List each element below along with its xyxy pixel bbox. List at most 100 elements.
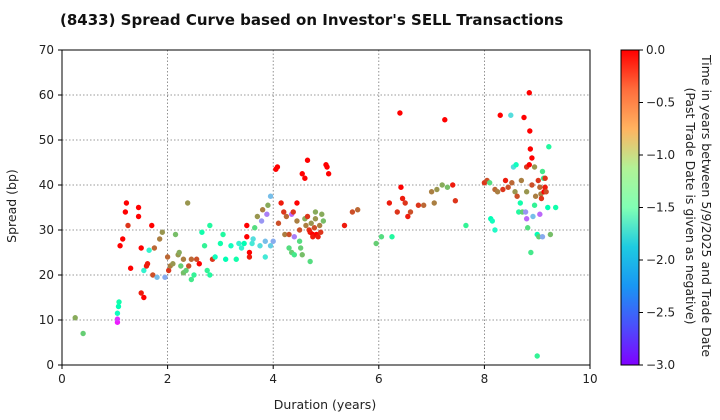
data-point (252, 225, 258, 231)
data-point (312, 209, 319, 215)
data-point (318, 229, 324, 235)
data-point (530, 213, 536, 220)
data-point (539, 168, 546, 175)
data-point (165, 267, 172, 274)
data-point (304, 213, 311, 220)
data-point (538, 195, 545, 202)
data-point (72, 315, 78, 321)
colorbar-label-line1: Time in years between 5/9/2025 and Trade… (699, 54, 714, 357)
data-point (341, 222, 348, 229)
y-tick-label: 70 (39, 43, 54, 57)
data-point (162, 274, 168, 280)
x-tick-label: 8 (481, 372, 489, 386)
data-point (207, 272, 213, 278)
data-point (246, 254, 253, 260)
data-point (297, 245, 304, 251)
data-point (116, 299, 122, 305)
data-point (399, 195, 406, 202)
data-point (296, 238, 303, 244)
data-point (144, 261, 151, 267)
data-point (159, 229, 166, 235)
data-point (254, 213, 261, 220)
data-point (222, 256, 229, 262)
data-point (294, 200, 300, 206)
data-point (282, 231, 288, 238)
data-point (275, 220, 282, 226)
data-point (319, 211, 325, 217)
data-point (150, 272, 156, 278)
data-point (402, 200, 408, 206)
data-point (188, 276, 195, 283)
data-point (497, 112, 503, 118)
data-point (420, 202, 427, 208)
colorbar-tick-label: 0.0 (646, 43, 665, 57)
data-point (267, 243, 274, 249)
data-point (244, 234, 250, 240)
data-point (354, 207, 361, 213)
plot-area (61, 49, 591, 366)
colorbar-ticks: 0.0 −0.5 −1.0 −1.5 −2.0 −2.5 −3.0 (639, 43, 675, 372)
data-point (228, 243, 234, 249)
data-point (183, 267, 189, 274)
y-axis-label: Spread (bp) (4, 169, 19, 243)
data-point (233, 256, 239, 262)
data-point (442, 117, 448, 123)
data-point (386, 200, 393, 206)
data-point (394, 209, 400, 215)
data-point (523, 216, 530, 222)
data-point (141, 267, 147, 274)
data-point (122, 209, 129, 215)
data-point (123, 200, 130, 206)
data-point (125, 222, 131, 229)
x-tick-label: 4 (269, 372, 277, 386)
data-point (193, 256, 200, 262)
data-point (303, 222, 309, 229)
data-point (294, 218, 300, 224)
data-point (290, 209, 296, 215)
colorbar-tick-label: −2.0 (646, 253, 675, 267)
data-point (378, 234, 385, 240)
data-point (526, 90, 532, 96)
data-point (156, 236, 163, 242)
data-point (178, 263, 184, 269)
data-point (537, 184, 543, 190)
data-point (434, 186, 440, 193)
data-point (407, 209, 414, 215)
data-point (135, 213, 142, 220)
data-point (543, 189, 549, 195)
data-point (220, 231, 226, 238)
data-point (299, 252, 305, 258)
data-point (241, 240, 247, 247)
scatter-points (72, 90, 559, 359)
data-point (444, 184, 451, 190)
data-point (542, 184, 548, 190)
y-tick-label: 10 (39, 313, 54, 327)
y-tick-label: 50 (39, 133, 54, 147)
data-point (281, 209, 287, 215)
data-point (115, 303, 122, 310)
data-point (486, 180, 493, 186)
data-point (523, 189, 530, 195)
x-tick-label: 2 (164, 372, 172, 386)
data-point (518, 177, 525, 184)
data-point (180, 256, 187, 262)
colorbar-tick-label: −1.5 (646, 201, 675, 215)
data-point (264, 211, 270, 217)
data-point (522, 209, 529, 215)
data-point (184, 200, 191, 206)
data-point (428, 189, 435, 195)
data-point (450, 182, 456, 188)
y-axis-ticks: 0 10 20 30 40 50 60 70 (39, 43, 62, 372)
data-point (258, 218, 265, 224)
data-point (398, 184, 404, 190)
data-point (531, 164, 538, 170)
data-point (307, 258, 313, 265)
data-point (539, 234, 546, 240)
data-point (138, 290, 144, 296)
data-point (492, 227, 498, 233)
data-point (452, 198, 459, 204)
data-point (291, 252, 298, 258)
data-point (154, 274, 160, 280)
data-point (535, 177, 541, 184)
colorbar-tick-label: −1.0 (646, 148, 675, 162)
